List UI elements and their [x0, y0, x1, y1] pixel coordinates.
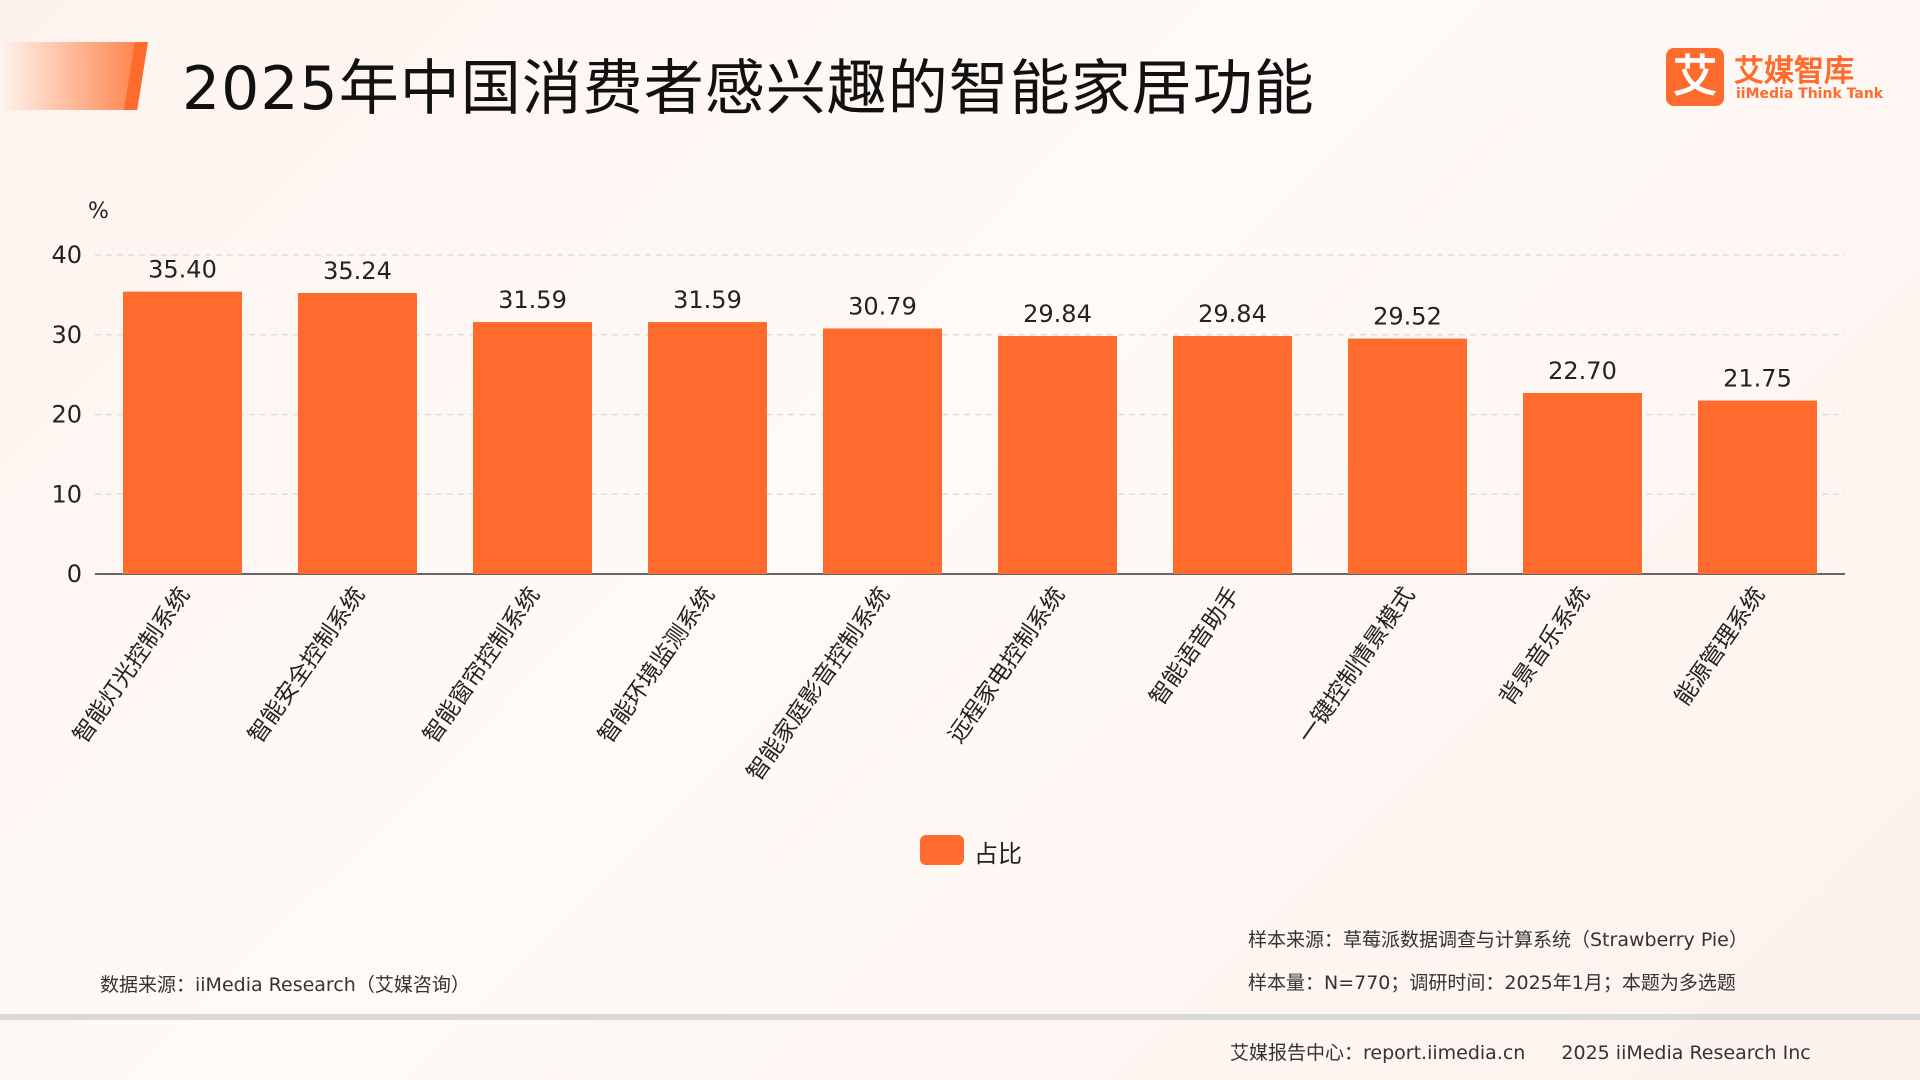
page-title: 2025年中国消费者感兴趣的智能家居功能 [182, 54, 1315, 124]
bar [1523, 392, 1642, 574]
bar [1348, 338, 1467, 574]
sample-info: 样本量：N=770；调研时间：2025年1月；本题为多选题 [1248, 972, 1736, 994]
x-tick-label: 远程家电控制系统 [944, 583, 1071, 749]
x-tick-label: 背景音乐系统 [1495, 583, 1595, 711]
data-label: 29.52 [1373, 303, 1442, 331]
y-tick-label: 20 [51, 401, 82, 429]
logo-name-en: iiMedia Think Tank [1736, 86, 1884, 102]
legend-label: 占比 [974, 840, 1022, 868]
bar [1698, 400, 1817, 574]
x-tick-label: 智能环境监测系统 [594, 583, 721, 749]
footer: 艾媒报告中心：report.iimedia.cn 2025 iiMedia Re… [1230, 1038, 1841, 1065]
bar-chart: % 0 10 20 30 40 35.40 35.24 31.59 31.59 30.79 29.… [51, 199, 1845, 786]
header-decoration [0, 42, 145, 110]
data-label: 31.59 [498, 286, 567, 314]
data-label: 21.75 [1723, 365, 1792, 393]
bar [823, 328, 942, 574]
data-label: 29.84 [1023, 300, 1092, 328]
data-label: 31.59 [673, 286, 742, 314]
data-label: 30.79 [848, 292, 917, 320]
brand-logo: 艾 艾媒智库 iiMedia Think Tank [1666, 46, 1883, 108]
bar [1173, 336, 1292, 574]
y-tick-label: 30 [51, 321, 82, 349]
x-tick-label: 智能安全控制系统 [244, 583, 371, 749]
data-label: 29.84 [1198, 300, 1267, 328]
x-tick-label: 智能窗帘控制系统 [419, 583, 546, 749]
y-unit-label: % [88, 199, 109, 224]
x-tick-label: 智能家庭影音控制系统 [742, 583, 895, 786]
x-tick-label: 能源管理系统 [1670, 583, 1770, 711]
x-tick-label: 一键控制情景模式 [1294, 583, 1421, 749]
y-tick-label: 10 [51, 480, 82, 508]
data-label: 35.40 [148, 256, 217, 284]
legend-swatch [920, 835, 964, 865]
footer-copyright: 2025 iiMedia Research Inc [1561, 1042, 1811, 1064]
bar [648, 322, 767, 574]
data-label: 35.24 [323, 257, 392, 285]
x-tick-label: 智能灯光控制系统 [69, 583, 196, 749]
bar [123, 291, 242, 574]
logo-name-cn: 艾媒智库 [1734, 54, 1854, 89]
sample-source: 样本来源：草莓派数据调查与计算系统（Strawberry Pie） [1248, 929, 1748, 951]
footer-report-center: 艾媒报告中心：report.iimedia.cn [1230, 1042, 1526, 1064]
y-tick-label: 0 [67, 560, 82, 588]
logo-mark-icon: 艾 [1666, 48, 1724, 106]
data-source: 数据来源：iiMedia Research（艾媒咨询） [100, 974, 470, 996]
x-tick-label: 智能语音助手 [1145, 583, 1245, 711]
bar [298, 292, 417, 574]
footer-divider [0, 1014, 1920, 1020]
bar [998, 336, 1117, 574]
data-label: 22.70 [1548, 357, 1617, 385]
bar [473, 322, 592, 574]
y-tick-label: 40 [51, 241, 82, 269]
